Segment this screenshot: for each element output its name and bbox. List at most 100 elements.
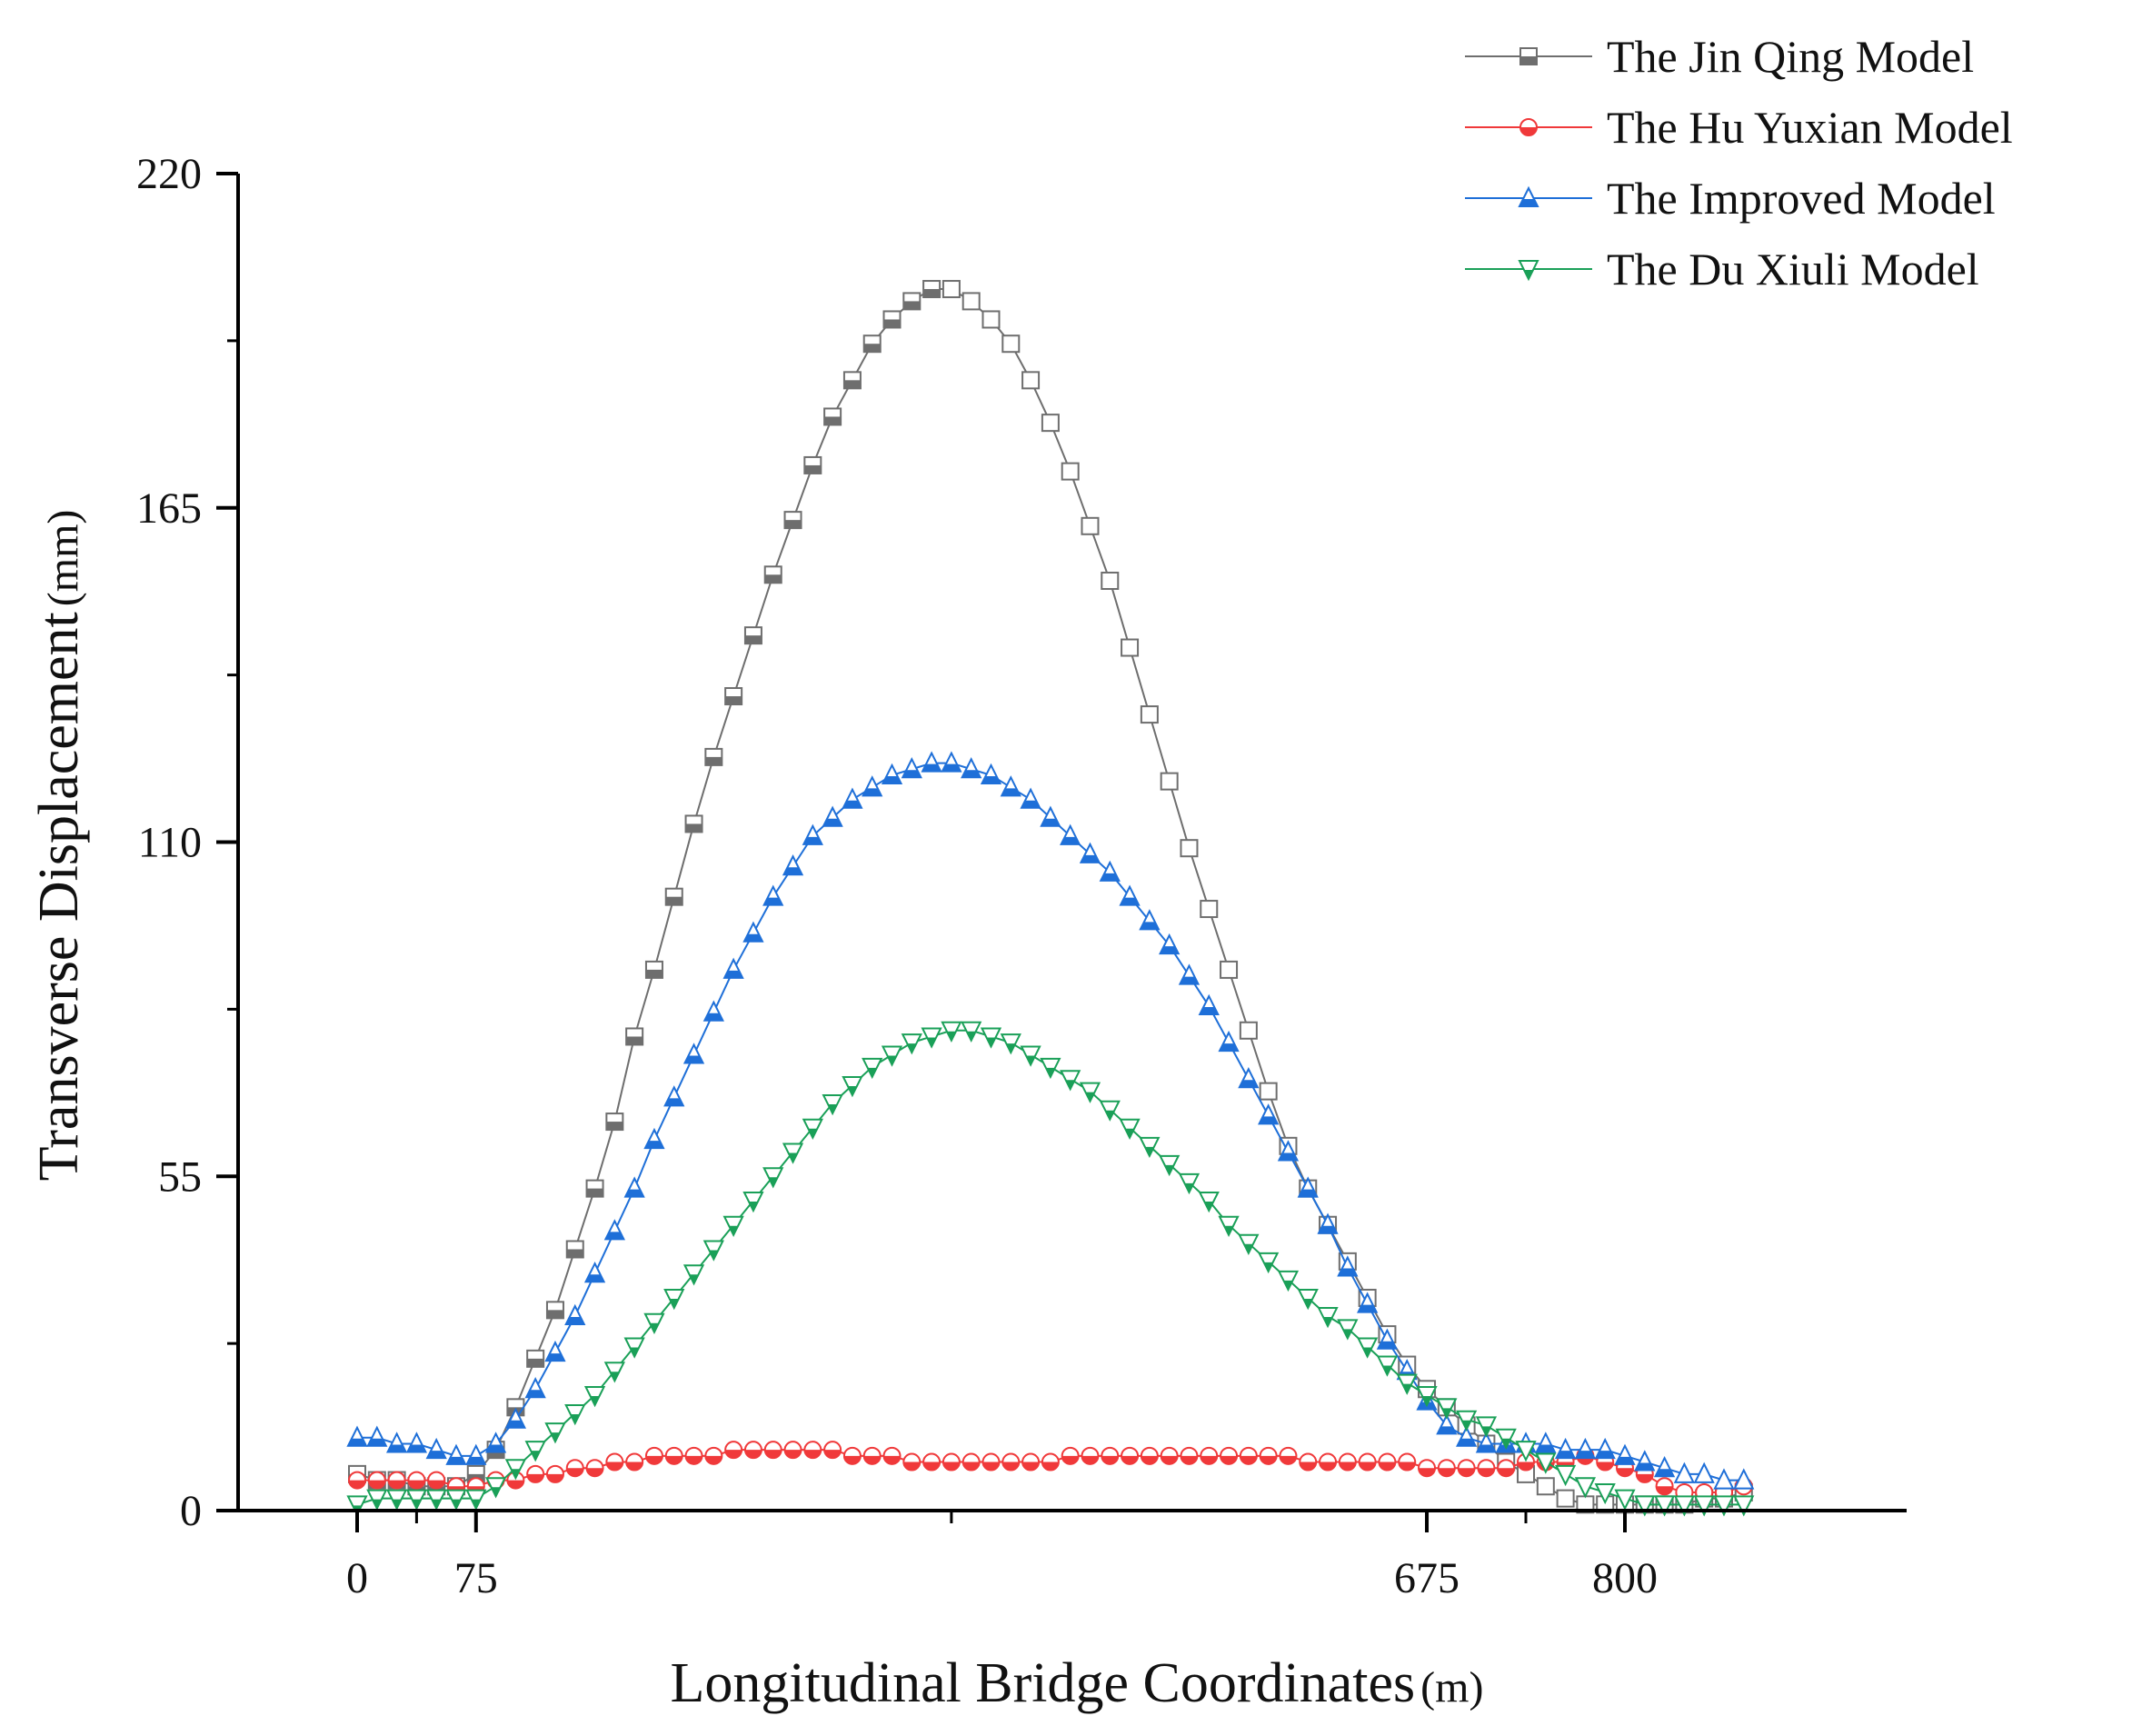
data-point	[1475, 1416, 1498, 1438]
data-point	[1198, 993, 1220, 1016]
data-point	[1061, 1446, 1080, 1465]
data-point	[1594, 1437, 1616, 1460]
data-point	[762, 884, 784, 906]
data-point	[1456, 1425, 1478, 1447]
data-point	[921, 751, 942, 773]
data-point	[1218, 1030, 1240, 1053]
data-point	[862, 1057, 883, 1080]
data-point	[980, 1027, 1002, 1049]
data-point	[782, 854, 804, 876]
data-point	[524, 1441, 546, 1462]
data-point	[1297, 1176, 1319, 1198]
data-point	[603, 1219, 625, 1241]
data-point	[1218, 1215, 1240, 1237]
data-point	[1139, 1136, 1161, 1159]
data-point	[1317, 1307, 1339, 1329]
data-point	[1319, 1452, 1338, 1472]
data-point	[1258, 1252, 1280, 1274]
data-point	[1277, 1270, 1300, 1292]
data-point	[803, 1441, 822, 1460]
data-point	[1119, 1118, 1141, 1140]
data-point	[743, 626, 762, 645]
data-point	[763, 1441, 782, 1460]
legend-marker	[1519, 118, 1538, 136]
data-point	[1121, 1446, 1140, 1465]
data-point	[702, 1000, 724, 1022]
data-point	[1317, 1212, 1339, 1234]
legend-item: The Hu Yuxian Model	[1465, 102, 2013, 153]
data-point	[407, 1471, 426, 1490]
data-point	[385, 1432, 408, 1453]
data-point	[822, 805, 843, 827]
data-point	[583, 1385, 606, 1408]
data-point	[1020, 787, 1041, 809]
data-point	[425, 1489, 447, 1511]
data-point	[823, 407, 842, 426]
data-point	[684, 1446, 703, 1465]
data-point	[585, 1459, 604, 1478]
data-point	[425, 1437, 447, 1460]
data-point	[1713, 1495, 1735, 1517]
data-point	[1477, 1459, 1496, 1478]
data-point	[1279, 1446, 1298, 1465]
x-tick-label: 75	[454, 1554, 498, 1602]
data-point	[564, 1303, 586, 1326]
data-point	[1456, 1410, 1478, 1432]
data-point	[682, 1264, 705, 1286]
data-point	[881, 1045, 903, 1067]
data-point	[1180, 839, 1199, 858]
y-axis-title: Transverse Displacement(mm)	[28, 510, 90, 1182]
data-point	[922, 280, 941, 299]
legend-item: The Du Xiuli Model	[1465, 244, 1979, 294]
legend-label: The Hu Yuxian Model	[1607, 102, 2013, 153]
data-point	[1040, 805, 1061, 827]
x-tick-label: 0	[346, 1554, 368, 1602]
x-axis-title: Longitudinal Bridge Coordinates (m)	[671, 1652, 1484, 1714]
legend-label: The Du Xiuli Model	[1607, 244, 1979, 294]
data-point	[1259, 1446, 1278, 1465]
plot-area	[346, 280, 1755, 1517]
data-point	[901, 1033, 922, 1055]
data-point	[405, 1432, 428, 1453]
data-point	[941, 751, 962, 773]
data-point	[1653, 1455, 1676, 1478]
data-point	[603, 1362, 625, 1383]
axes: 0 55 110 165 220 0 75 675 800	[136, 150, 1907, 1602]
data-point	[1258, 1103, 1280, 1125]
data-point	[1495, 1428, 1517, 1450]
data-point	[1060, 823, 1081, 845]
data-point	[1655, 1477, 1674, 1496]
data-point	[526, 1349, 545, 1368]
series-line	[357, 762, 1744, 1482]
data-point	[1220, 960, 1239, 979]
data-point	[564, 1404, 586, 1426]
data-point	[1061, 462, 1080, 481]
data-point	[1159, 933, 1181, 955]
data-point	[484, 1432, 507, 1453]
data-point	[385, 1489, 408, 1511]
data-point	[981, 310, 1001, 329]
data-point	[704, 747, 723, 766]
data-point	[783, 511, 802, 530]
data-point	[1060, 1070, 1081, 1092]
data-point	[862, 775, 883, 797]
data-point	[921, 1027, 942, 1049]
data-point	[961, 1452, 981, 1472]
data-point	[881, 763, 903, 784]
data-point	[1733, 1495, 1755, 1517]
data-point	[1040, 1057, 1061, 1080]
data-point	[644, 960, 663, 979]
data-point	[763, 565, 782, 584]
data-point	[980, 763, 1002, 784]
data-point	[1081, 516, 1100, 535]
data-point	[387, 1471, 406, 1490]
data-point	[922, 1452, 941, 1472]
data-point	[941, 1452, 961, 1472]
data-point	[1119, 884, 1141, 906]
data-point	[1099, 860, 1121, 882]
data-point	[1259, 1082, 1278, 1101]
data-point	[1376, 1328, 1399, 1350]
data-point	[1497, 1459, 1516, 1478]
data-point	[1239, 1021, 1258, 1040]
data-point	[1238, 1233, 1260, 1256]
